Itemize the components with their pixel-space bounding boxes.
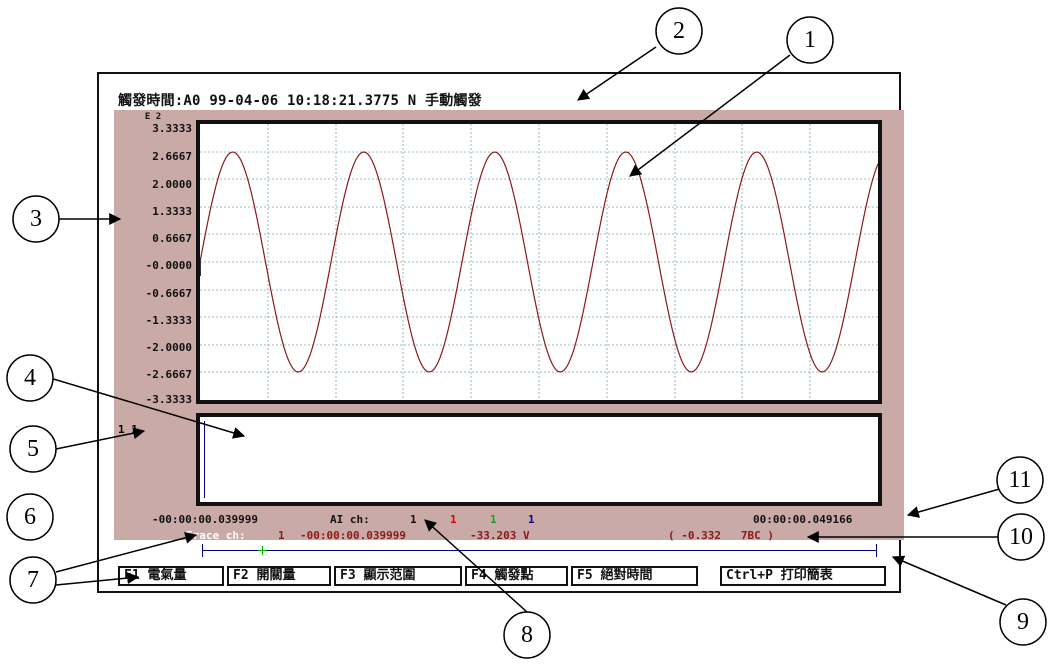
f4-trigger-point-button[interactable]: F4 觸發點	[465, 566, 568, 586]
y-tick-label: -1.3333	[145, 314, 192, 327]
callout-7	[9, 556, 57, 604]
ai-channel-value: 1	[528, 513, 535, 526]
callout-4	[6, 354, 54, 402]
callout-10	[997, 513, 1045, 561]
callout-number: 7	[27, 567, 39, 593]
ai-channel-value: 1	[410, 513, 417, 526]
cursor-info: ( -0.332 7BC )	[668, 529, 774, 542]
y-tick-label: -3.3333	[145, 393, 192, 406]
y-tick-label: 2.0000	[152, 178, 192, 191]
digital-cursor	[204, 421, 205, 498]
callout-11	[996, 456, 1044, 504]
f3-display-range-button[interactable]: F3 顯示范圍	[334, 566, 462, 586]
callout-number: 9	[1017, 609, 1029, 635]
ai-channel-value: 1	[450, 513, 457, 526]
time-scrollbar-thumb[interactable]	[258, 546, 267, 555]
callout-2	[655, 7, 703, 55]
f5-absolute-time-button[interactable]: F5 絕對時間	[571, 566, 698, 586]
callout-number: 2	[673, 18, 685, 44]
callout-8	[503, 611, 551, 659]
f1-electrical-button[interactable]: F1 電氣量	[118, 566, 224, 586]
callout-3	[12, 195, 60, 243]
start-time: -00:00:00.039999	[152, 513, 258, 526]
y-tick-label: -2.0000	[145, 341, 192, 354]
waveform-plot[interactable]	[196, 120, 882, 404]
waveform-line	[200, 151, 878, 373]
y-tick-label: 3.3333	[152, 122, 192, 135]
trigger-time-header: 觸發時間:A0 99-04-06 10:18:21.3775 N 手動觸發	[118, 93, 482, 109]
callout-number: 1	[804, 27, 816, 53]
callout-number: 8	[521, 622, 533, 648]
y-tick-label: 1.3333	[152, 205, 192, 218]
trace-time: -00:00:00.039999	[300, 529, 406, 542]
ai-channel-value: 1	[490, 513, 497, 526]
callout-number: 10	[1009, 524, 1033, 550]
callout-number: 5	[27, 436, 39, 462]
scale-label: E 2	[144, 112, 162, 122]
time-scrollbar[interactable]	[202, 550, 877, 551]
callout-number: 6	[24, 504, 36, 530]
callout-number: 4	[24, 365, 36, 391]
ai-channel-label: AI ch:	[330, 513, 370, 526]
callout-9	[999, 598, 1047, 646]
y-tick-label: -0.6667	[145, 287, 192, 300]
callout-number: 11	[1008, 467, 1031, 493]
callout-number: 3	[30, 206, 42, 232]
trace-label: Trace ch:	[186, 529, 246, 542]
callout-5	[9, 425, 57, 473]
callout-6	[6, 493, 54, 541]
ctrl-p-print-button[interactable]: Ctrl+P 打印簡表	[720, 566, 886, 586]
y-tick-label: -2.6667	[145, 368, 192, 381]
trace-channel: 1	[278, 529, 285, 542]
trace-value: -33.203 V	[470, 529, 530, 542]
waveform-canvas	[200, 124, 878, 400]
time-scrollbar-start	[202, 544, 203, 557]
y-tick-label: -0.0000	[145, 259, 192, 272]
callout-1	[786, 16, 834, 64]
y-tick-label: 0.6667	[152, 232, 192, 245]
f2-switch-button[interactable]: F2 開關量	[227, 566, 331, 586]
time-scrollbar-end	[876, 544, 877, 557]
y-tick-label: 2.6667	[152, 150, 192, 163]
digital-plot[interactable]	[196, 413, 882, 506]
end-time: 00:00:00.049166	[753, 513, 853, 526]
